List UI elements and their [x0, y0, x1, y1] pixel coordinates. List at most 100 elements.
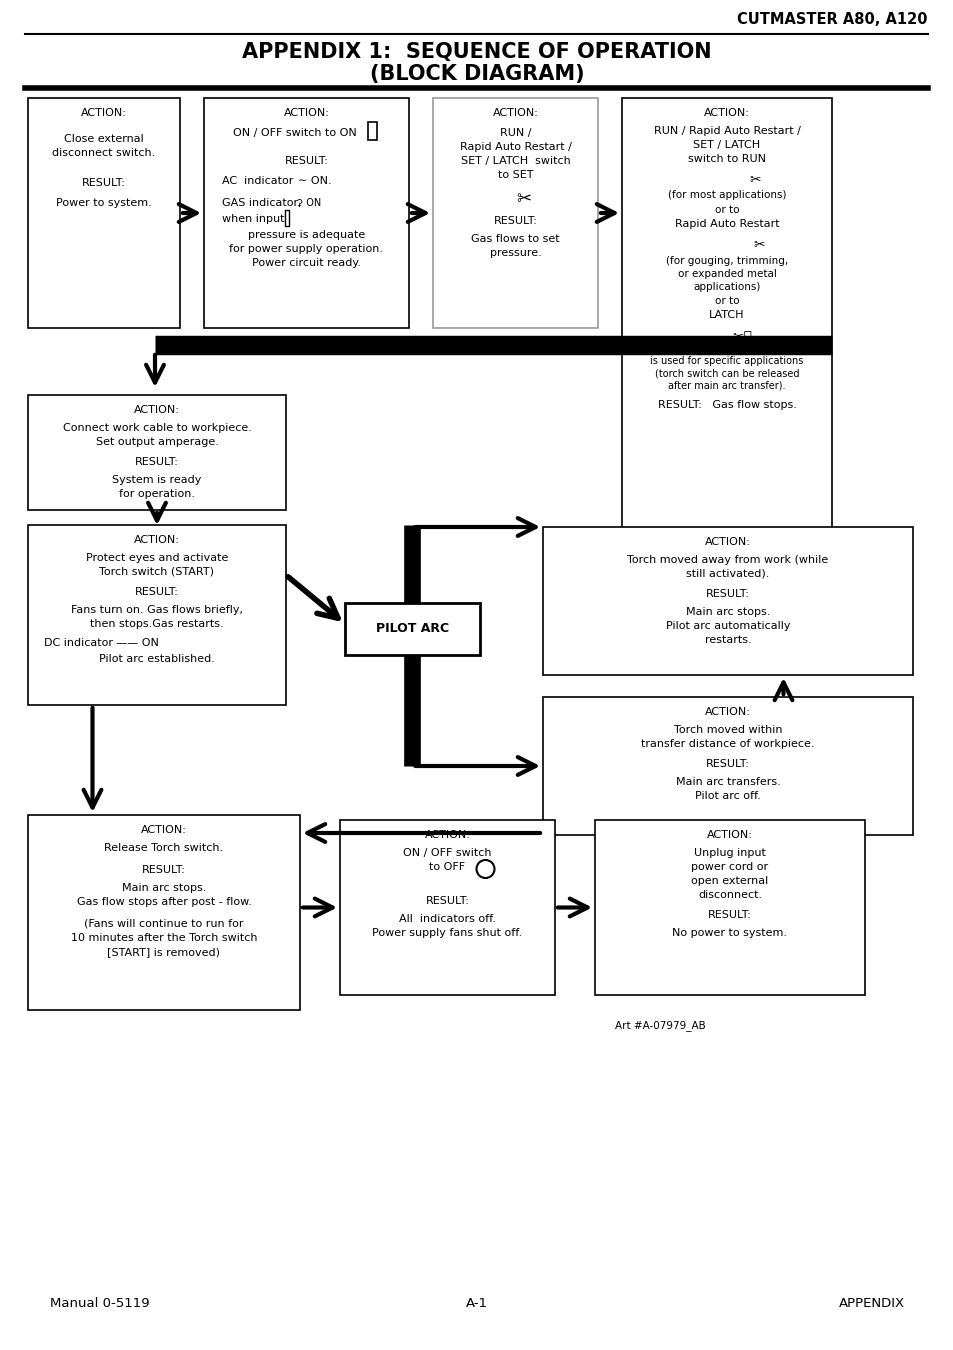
Bar: [204, 99, 409, 328]
Text: then stops.Gas restarts.: then stops.Gas restarts.: [91, 620, 224, 629]
Text: RUN /: RUN /: [499, 128, 531, 138]
Text: to SET: to SET: [497, 170, 533, 180]
Text: RESULT:: RESULT:: [493, 216, 537, 225]
Text: GAS indicator: GAS indicator: [222, 198, 297, 208]
Text: RESULT:: RESULT:: [705, 589, 749, 599]
Text: ✂: ✂: [753, 238, 764, 252]
Text: restarts.: restarts.: [704, 634, 751, 645]
Text: (BLOCK DIAGRAM): (BLOCK DIAGRAM): [370, 63, 583, 84]
Text: or expanded metal: or expanded metal: [677, 269, 776, 279]
Text: Power supply fans shut off.: Power supply fans shut off.: [372, 927, 522, 938]
Text: ACTION:: ACTION:: [704, 537, 750, 547]
Text: APPENDIX 1:  SEQUENCE OF OPERATION: APPENDIX 1: SEQUENCE OF OPERATION: [242, 42, 711, 62]
Text: (Fans will continue to run for: (Fans will continue to run for: [84, 919, 244, 929]
Bar: [28, 815, 299, 1010]
Text: ACTION:: ACTION:: [706, 830, 752, 840]
Bar: [542, 526, 912, 675]
Bar: [28, 525, 286, 705]
Text: RUN / Rapid Auto Restart /: RUN / Rapid Auto Restart /: [653, 126, 800, 136]
Text: pressure.: pressure.: [489, 248, 540, 258]
Text: ACTION:: ACTION:: [492, 108, 537, 117]
Text: ACTION:: ACTION:: [703, 108, 749, 117]
Text: ON / OFF switch to ON: ON / OFF switch to ON: [233, 128, 356, 138]
Text: —— ON: —— ON: [116, 639, 159, 648]
Bar: [368, 122, 377, 140]
Text: disconnect switch.: disconnect switch.: [52, 148, 155, 158]
Text: (for gouging, trimming,: (for gouging, trimming,: [665, 256, 787, 266]
Bar: [28, 396, 286, 510]
Text: disconnect.: disconnect.: [698, 890, 761, 900]
Text: Protect eyes and activate: Protect eyes and activate: [86, 554, 228, 563]
Text: RESULT:: RESULT:: [707, 910, 751, 919]
Text: LATCH: LATCH: [708, 310, 744, 320]
Text: Gas flows to set: Gas flows to set: [471, 234, 559, 244]
Text: ⚳ ON: ⚳ ON: [295, 198, 321, 208]
Text: DC indicator: DC indicator: [44, 639, 112, 648]
Bar: [542, 697, 912, 836]
Text: pressure is adequate: pressure is adequate: [248, 230, 365, 240]
Bar: [433, 99, 598, 328]
Text: ACTION:: ACTION:: [704, 707, 750, 717]
Text: power cord or: power cord or: [691, 863, 768, 872]
Bar: [595, 819, 864, 995]
Bar: [28, 99, 180, 328]
Bar: [285, 211, 289, 225]
Text: Fans turn on. Gas flows briefly,: Fans turn on. Gas flows briefly,: [71, 605, 243, 616]
Text: PILOT ARC: PILOT ARC: [375, 622, 449, 634]
Text: Rapid Auto Restart: Rapid Auto Restart: [674, 219, 779, 230]
Text: No power to system.: No power to system.: [672, 927, 786, 938]
Text: ACTION:: ACTION:: [283, 108, 329, 117]
Text: [START] is removed): [START] is removed): [108, 946, 220, 957]
Text: still activated).: still activated).: [685, 568, 769, 579]
Text: switch to RUN: switch to RUN: [687, 154, 765, 163]
Text: ✂🔒: ✂🔒: [731, 329, 751, 344]
Text: (torch switch can be released: (torch switch can be released: [654, 369, 799, 378]
Text: Torch moved away from work (while: Torch moved away from work (while: [627, 555, 828, 566]
Text: RESULT:: RESULT:: [284, 157, 328, 166]
Text: or to: or to: [714, 296, 739, 306]
Text: Pilot arc automatically: Pilot arc automatically: [665, 621, 789, 630]
Text: Main arc transfers.: Main arc transfers.: [675, 778, 780, 787]
Text: Close external: Close external: [64, 134, 144, 144]
Text: 10 minutes after the Torch switch: 10 minutes after the Torch switch: [71, 933, 257, 944]
Bar: [339, 819, 555, 995]
Text: ACTION:: ACTION:: [81, 108, 127, 117]
Text: Connect work cable to workpiece.: Connect work cable to workpiece.: [63, 423, 252, 433]
Text: open external: open external: [691, 876, 768, 886]
Text: Unplug input: Unplug input: [694, 848, 765, 859]
Text: RESULT:: RESULT:: [142, 865, 186, 875]
Text: ACTION:: ACTION:: [424, 830, 470, 840]
Text: ACTION:: ACTION:: [141, 825, 187, 836]
Text: ∼ ON.: ∼ ON.: [297, 176, 332, 186]
Text: ON / OFF switch: ON / OFF switch: [403, 848, 491, 859]
Text: All  indicators off.: All indicators off.: [398, 914, 496, 923]
Text: RESULT:: RESULT:: [135, 458, 179, 467]
Text: Gas flow stops after post - flow.: Gas flow stops after post - flow.: [76, 896, 252, 907]
Text: Torch moved within: Torch moved within: [673, 725, 781, 734]
Text: Main arc stops.: Main arc stops.: [685, 608, 769, 617]
Text: to OFF: to OFF: [429, 863, 465, 872]
Text: RESULT:: RESULT:: [82, 178, 126, 188]
Text: A-1: A-1: [465, 1297, 488, 1310]
Text: Release Torch switch.: Release Torch switch.: [104, 842, 223, 853]
Bar: [345, 603, 479, 655]
Text: Power circuit ready.: Power circuit ready.: [252, 258, 360, 269]
Text: Art #A-07979_AB: Art #A-07979_AB: [614, 1021, 704, 1031]
Text: or to: or to: [714, 205, 739, 215]
Text: ACTION:: ACTION:: [134, 405, 180, 414]
Text: SET / LATCH  switch: SET / LATCH switch: [460, 157, 570, 166]
Bar: [621, 99, 831, 531]
Text: Torch switch (START): Torch switch (START): [99, 567, 214, 576]
Text: Main arc stops.: Main arc stops.: [122, 883, 206, 892]
Text: RESULT:: RESULT:: [705, 759, 749, 769]
Text: ✂: ✂: [516, 190, 531, 208]
Text: Set output amperage.: Set output amperage.: [95, 437, 218, 447]
Text: for power supply operation.: for power supply operation.: [230, 244, 383, 254]
Text: transfer distance of workpiece.: transfer distance of workpiece.: [640, 738, 814, 749]
Text: RESULT:: RESULT:: [135, 587, 179, 597]
Text: APPENDIX: APPENDIX: [838, 1297, 904, 1310]
Text: RESULT:: RESULT:: [425, 896, 469, 906]
Text: when input: when input: [222, 215, 284, 224]
Text: Power to system.: Power to system.: [56, 198, 152, 208]
Text: AC  indicator: AC indicator: [222, 176, 294, 186]
